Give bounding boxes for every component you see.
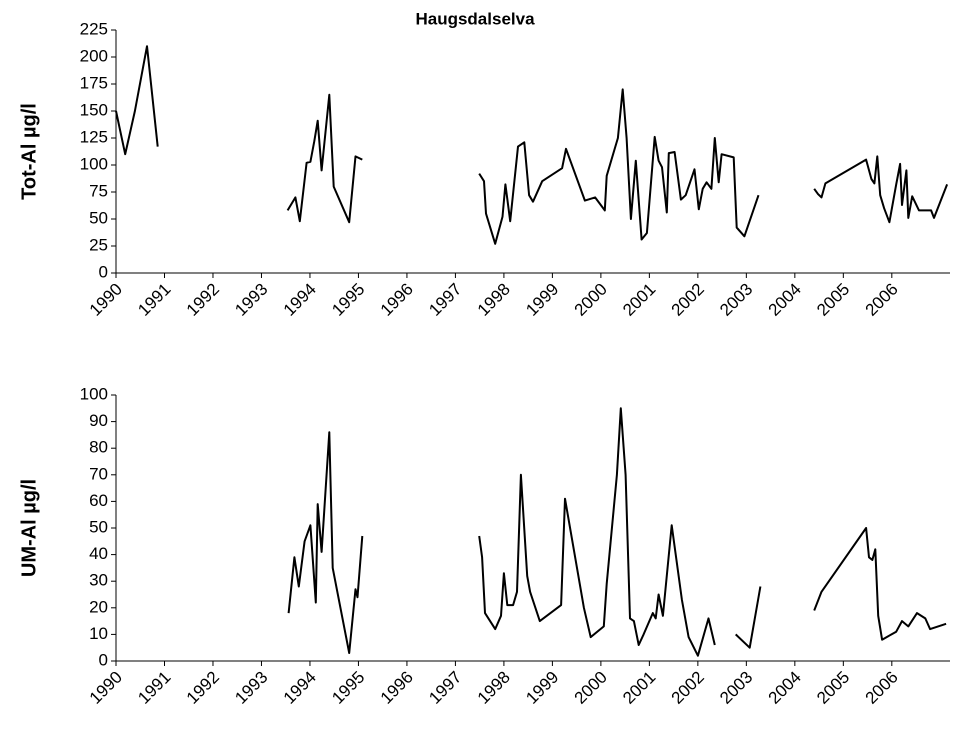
data-line (287, 407, 947, 657)
x-tick-label: 1994 (280, 668, 320, 708)
x-tick-label: 1993 (231, 668, 271, 708)
x-tick-label: 1998 (474, 668, 514, 708)
y-tick-label: 100 (80, 384, 108, 403)
y-tick-label: 40 (89, 544, 108, 563)
x-tick-label: 1997 (425, 668, 465, 708)
x-tick-label: 1999 (522, 668, 562, 708)
x-tick-label: 2001 (619, 280, 659, 320)
y-tick-label: 75 (89, 181, 108, 200)
y-tick-label: 50 (89, 208, 108, 227)
x-tick-label: 1996 (377, 668, 417, 708)
x-tick-label: 1992 (183, 280, 223, 320)
x-tick-label: 1999 (522, 280, 562, 320)
y-tick-label: 20 (89, 597, 108, 616)
x-tick-label: 2006 (862, 280, 902, 320)
x-tick-label: 2000 (571, 280, 611, 320)
y-tick-label: 60 (89, 491, 108, 510)
y-tick-label: 10 (89, 624, 108, 643)
y-tick-label: 70 (89, 464, 108, 483)
x-tick-label: 2002 (668, 280, 708, 320)
y-tick-label: 90 (89, 411, 108, 430)
y-axis-title: Tot-Al µg/l (18, 103, 40, 200)
y-tick-label: 175 (80, 73, 108, 92)
x-tick-label: 2003 (716, 668, 756, 708)
x-tick-label: 1992 (183, 668, 223, 708)
x-tick-label: 2001 (619, 668, 659, 708)
y-tick-label: 0 (99, 650, 108, 669)
x-tick-label: 2004 (765, 280, 805, 320)
y-tick-label: 50 (89, 517, 108, 536)
x-tick-label: 1990 (86, 668, 126, 708)
y-tick-label: 30 (89, 571, 108, 590)
y-tick-label: 100 (80, 154, 108, 173)
x-tick-label: 1996 (377, 280, 417, 320)
x-tick-label: 2004 (765, 668, 805, 708)
x-tick-label: 2003 (716, 280, 756, 320)
x-tick-label: 2000 (571, 668, 611, 708)
y-tick-label: 125 (80, 127, 108, 146)
y-tick-label: 25 (89, 235, 108, 254)
y-tick-label: 200 (80, 46, 108, 65)
x-tick-label: 1990 (86, 280, 126, 320)
x-tick-label: 2002 (668, 668, 708, 708)
x-tick-label: 2006 (862, 668, 902, 708)
x-tick-label: 1991 (134, 668, 174, 708)
x-tick-label: 1998 (474, 280, 514, 320)
x-tick-label: 1995 (328, 668, 368, 708)
y-tick-label: 0 (99, 262, 108, 281)
data-line (115, 45, 949, 245)
y-tick-label: 225 (80, 19, 108, 38)
x-tick-label: 1995 (328, 280, 368, 320)
x-tick-label: 1994 (280, 280, 320, 320)
y-tick-label: 80 (89, 438, 108, 457)
chart-title: Haugsdalselva (415, 9, 535, 28)
y-axis-title: UM-Al µg/l (18, 479, 40, 577)
y-tick-label: 150 (80, 100, 108, 119)
x-tick-label: 2005 (813, 668, 853, 708)
x-tick-label: 1991 (134, 280, 174, 320)
x-tick-label: 1993 (231, 280, 271, 320)
x-tick-label: 1997 (425, 280, 465, 320)
x-tick-label: 2005 (813, 280, 853, 320)
